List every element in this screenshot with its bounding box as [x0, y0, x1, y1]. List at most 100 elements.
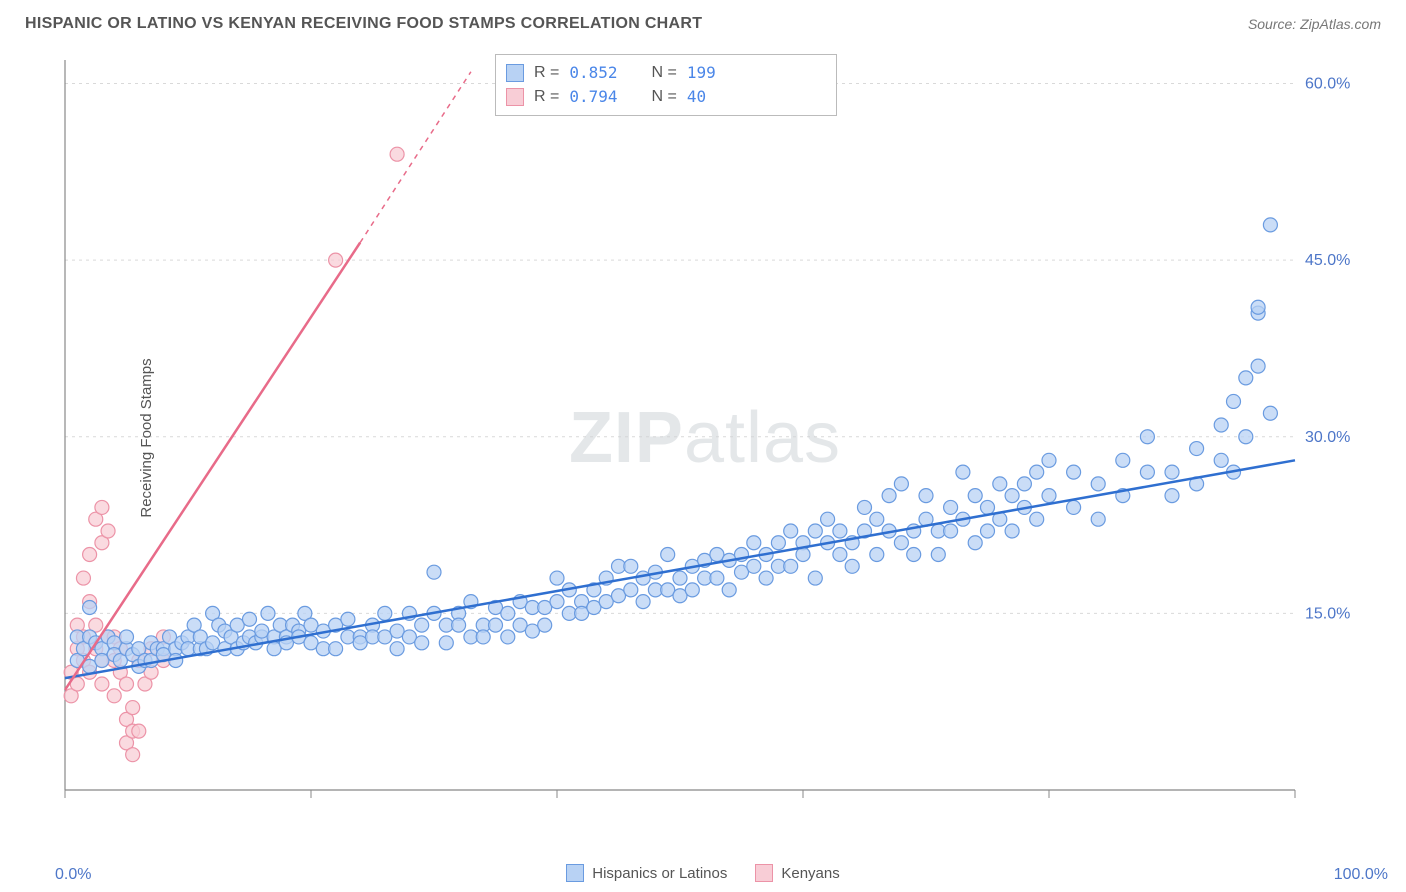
data-point-hispanic [944, 524, 958, 538]
data-point-hispanic [83, 601, 97, 615]
data-point-hispanic [1239, 430, 1253, 444]
data-point-hispanic [907, 548, 921, 562]
stats-row-hispanic: R = 0.852N = 199 [506, 61, 826, 85]
data-point-hispanic [489, 618, 503, 632]
data-point-hispanic [501, 630, 515, 644]
data-point-hispanic [759, 571, 773, 585]
data-point-hispanic [771, 536, 785, 550]
data-point-kenyan [107, 689, 121, 703]
data-point-kenyan [126, 748, 140, 762]
data-point-hispanic [476, 630, 490, 644]
data-point-hispanic [894, 536, 908, 550]
stats-swatch-hispanic [506, 64, 524, 82]
data-point-kenyan [120, 677, 134, 691]
data-point-hispanic [1140, 430, 1154, 444]
data-point-hispanic [1251, 300, 1265, 314]
data-point-hispanic [747, 559, 761, 573]
data-point-hispanic [1190, 442, 1204, 456]
data-point-kenyan [95, 500, 109, 514]
data-point-hispanic [821, 512, 835, 526]
data-point-hispanic [415, 618, 429, 632]
data-point-kenyan [95, 677, 109, 691]
data-point-hispanic [993, 477, 1007, 491]
data-point-kenyan [83, 548, 97, 562]
data-point-hispanic [722, 583, 736, 597]
data-point-hispanic [710, 571, 724, 585]
data-point-hispanic [378, 606, 392, 620]
stats-n-label: N = [652, 85, 677, 109]
legend-swatch-kenyan [755, 864, 773, 882]
data-point-hispanic [1005, 524, 1019, 538]
data-point-hispanic [808, 571, 822, 585]
data-point-hispanic [1116, 453, 1130, 467]
x-max-label: 100.0% [1334, 866, 1388, 884]
chart-svg: 15.0%30.0%45.0%60.0% [55, 50, 1355, 825]
data-point-hispanic [685, 583, 699, 597]
data-point-hispanic [1030, 465, 1044, 479]
data-point-hispanic [1214, 418, 1228, 432]
data-point-hispanic [661, 548, 675, 562]
data-point-kenyan [132, 724, 146, 738]
data-point-hispanic [944, 500, 958, 514]
data-point-hispanic [968, 489, 982, 503]
data-point-hispanic [501, 606, 515, 620]
data-point-hispanic [894, 477, 908, 491]
data-point-hispanic [538, 618, 552, 632]
legend-swatch-hispanic [566, 864, 584, 882]
data-point-hispanic [673, 571, 687, 585]
data-point-hispanic [243, 612, 257, 626]
data-point-kenyan [329, 253, 343, 267]
data-point-hispanic [845, 559, 859, 573]
data-point-hispanic [427, 565, 441, 579]
source-link[interactable]: ZipAtlas.com [1300, 16, 1381, 32]
y-tick-label: 15.0% [1305, 605, 1350, 622]
data-point-hispanic [833, 524, 847, 538]
y-tick-label: 45.0% [1305, 252, 1350, 269]
data-point-hispanic [624, 583, 638, 597]
data-point-hispanic [390, 642, 404, 656]
data-point-kenyan [76, 571, 90, 585]
data-point-hispanic [1227, 394, 1241, 408]
data-point-hispanic [1042, 453, 1056, 467]
stats-r-label: R = [534, 61, 559, 85]
legend-label-kenyan: Kenyans [781, 865, 839, 882]
data-point-hispanic [981, 524, 995, 538]
data-point-hispanic [341, 612, 355, 626]
data-point-hispanic [1017, 477, 1031, 491]
stats-swatch-kenyan [506, 88, 524, 106]
data-point-hispanic [747, 536, 761, 550]
data-point-hispanic [120, 630, 134, 644]
data-point-hispanic [858, 500, 872, 514]
data-point-hispanic [1263, 406, 1277, 420]
stats-r-label: R = [534, 85, 559, 109]
data-point-kenyan [101, 524, 115, 538]
data-point-hispanic [784, 559, 798, 573]
data-point-hispanic [981, 500, 995, 514]
data-point-hispanic [1214, 453, 1228, 467]
source-prefix: Source: [1248, 16, 1300, 32]
data-point-hispanic [1140, 465, 1154, 479]
data-point-hispanic [550, 595, 564, 609]
data-point-hispanic [1067, 500, 1081, 514]
data-point-kenyan [390, 147, 404, 161]
data-point-hispanic [1165, 489, 1179, 503]
data-point-hispanic [1251, 359, 1265, 373]
data-point-hispanic [439, 636, 453, 650]
stats-row-kenyan: R = 0.794N = 40 [506, 85, 826, 109]
data-point-hispanic [624, 559, 638, 573]
data-point-hispanic [870, 512, 884, 526]
trendline-extension-kenyan [360, 72, 471, 243]
data-point-hispanic [931, 548, 945, 562]
data-point-hispanic [1165, 465, 1179, 479]
data-point-hispanic [415, 636, 429, 650]
legend-label-hispanic: Hispanics or Latinos [592, 865, 727, 882]
y-axis-label: Receiving Food Stamps [138, 358, 155, 517]
stats-n-value: 40 [687, 85, 706, 109]
legend-item-kenyan: Kenyans [755, 864, 839, 882]
data-point-hispanic [882, 489, 896, 503]
data-point-hispanic [833, 548, 847, 562]
stats-r-value: 0.852 [569, 61, 617, 85]
stats-n-value: 199 [687, 61, 716, 85]
data-point-hispanic [870, 548, 884, 562]
chart-title: HISPANIC OR LATINO VS KENYAN RECEIVING F… [25, 15, 702, 33]
